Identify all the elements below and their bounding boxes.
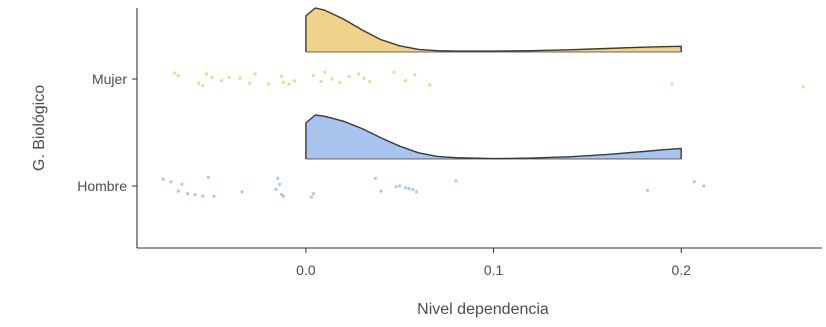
y-tick-label-mujer: Mujer — [92, 71, 127, 87]
data-point-hombre — [279, 192, 284, 197]
y-tick-label-hombre: Hombre — [77, 178, 127, 194]
data-point-hombre — [186, 192, 190, 196]
axes — [136, 8, 822, 249]
data-point-mujer — [204, 72, 208, 76]
data-point-mujer — [330, 77, 334, 81]
data-point-hombre — [373, 176, 377, 180]
x-tick-label: 0.0 — [296, 262, 316, 278]
data-point-hombre — [274, 187, 278, 191]
data-point-hombre — [454, 179, 458, 183]
data-point-mujer — [219, 79, 224, 83]
data-point-hombre — [169, 180, 173, 184]
data-point-mujer — [176, 74, 180, 78]
data-point-mujer — [238, 76, 242, 80]
data-point-hombre — [206, 175, 210, 180]
data-point-mujer — [248, 81, 252, 85]
data-point-hombre — [692, 180, 697, 184]
data-point-mujer — [210, 75, 214, 79]
data-point-hombre — [176, 189, 180, 193]
data-point-mujer — [323, 70, 327, 74]
data-point-mujer — [413, 73, 417, 77]
x-tick-label: 0.1 — [484, 262, 504, 278]
data-point-mujer — [319, 79, 323, 84]
data-point-hombre — [403, 186, 407, 190]
data-point-hombre — [645, 188, 650, 192]
x-tick-label: 0.2 — [672, 262, 692, 278]
data-point-mujer — [293, 79, 297, 83]
data-point-mujer — [311, 74, 315, 78]
data-point-hombre — [311, 192, 315, 196]
data-point-mujer — [392, 70, 396, 74]
data-point-mujer — [287, 82, 291, 86]
data-point-mujer — [253, 72, 257, 76]
x-axis-ticks: 0.0 0.1 0.2 — [296, 248, 691, 278]
data-point-mujer — [347, 74, 351, 79]
data-point-hombre — [411, 187, 415, 191]
data-point-mujer — [197, 81, 201, 85]
data-point-hombre — [201, 194, 205, 198]
data-points — [161, 70, 805, 199]
data-point-hombre — [415, 190, 419, 194]
y-axis-ticks: Hombre Mujer — [77, 71, 137, 194]
data-point-hombre — [161, 177, 165, 181]
data-point-hombre — [379, 189, 383, 193]
data-point-hombre — [276, 176, 280, 180]
data-point-mujer — [801, 85, 805, 89]
data-point-mujer — [403, 79, 407, 83]
y-axis-title: G. Biológico — [31, 85, 48, 171]
data-point-mujer — [172, 71, 177, 75]
density-outline-mujer — [305, 7, 682, 52]
data-point-mujer — [201, 84, 205, 88]
data-point-mujer — [266, 82, 270, 86]
density-area-hombre — [305, 115, 682, 159]
density-outline-hombre — [305, 114, 682, 160]
data-point-hombre — [193, 192, 197, 197]
x-axis-title: Nivel dependencia — [417, 301, 549, 318]
data-point-hombre — [407, 187, 411, 191]
density-clouds — [305, 7, 682, 160]
data-point-hombre — [309, 195, 314, 199]
data-point-mujer — [356, 72, 361, 76]
data-point-mujer — [428, 83, 432, 87]
data-point-mujer — [281, 80, 285, 84]
data-point-hombre — [398, 184, 402, 188]
data-point-mujer — [368, 79, 372, 84]
data-point-mujer — [362, 76, 366, 80]
data-point-mujer — [670, 82, 674, 86]
data-point-hombre — [702, 184, 706, 188]
data-point-mujer — [279, 74, 284, 79]
data-point-hombre — [394, 185, 398, 189]
data-point-hombre — [212, 194, 216, 198]
data-point-mujer — [338, 80, 342, 84]
data-point-mujer — [227, 75, 231, 79]
data-point-hombre — [180, 182, 184, 186]
data-point-hombre — [240, 190, 244, 194]
data-point-hombre — [278, 182, 282, 186]
